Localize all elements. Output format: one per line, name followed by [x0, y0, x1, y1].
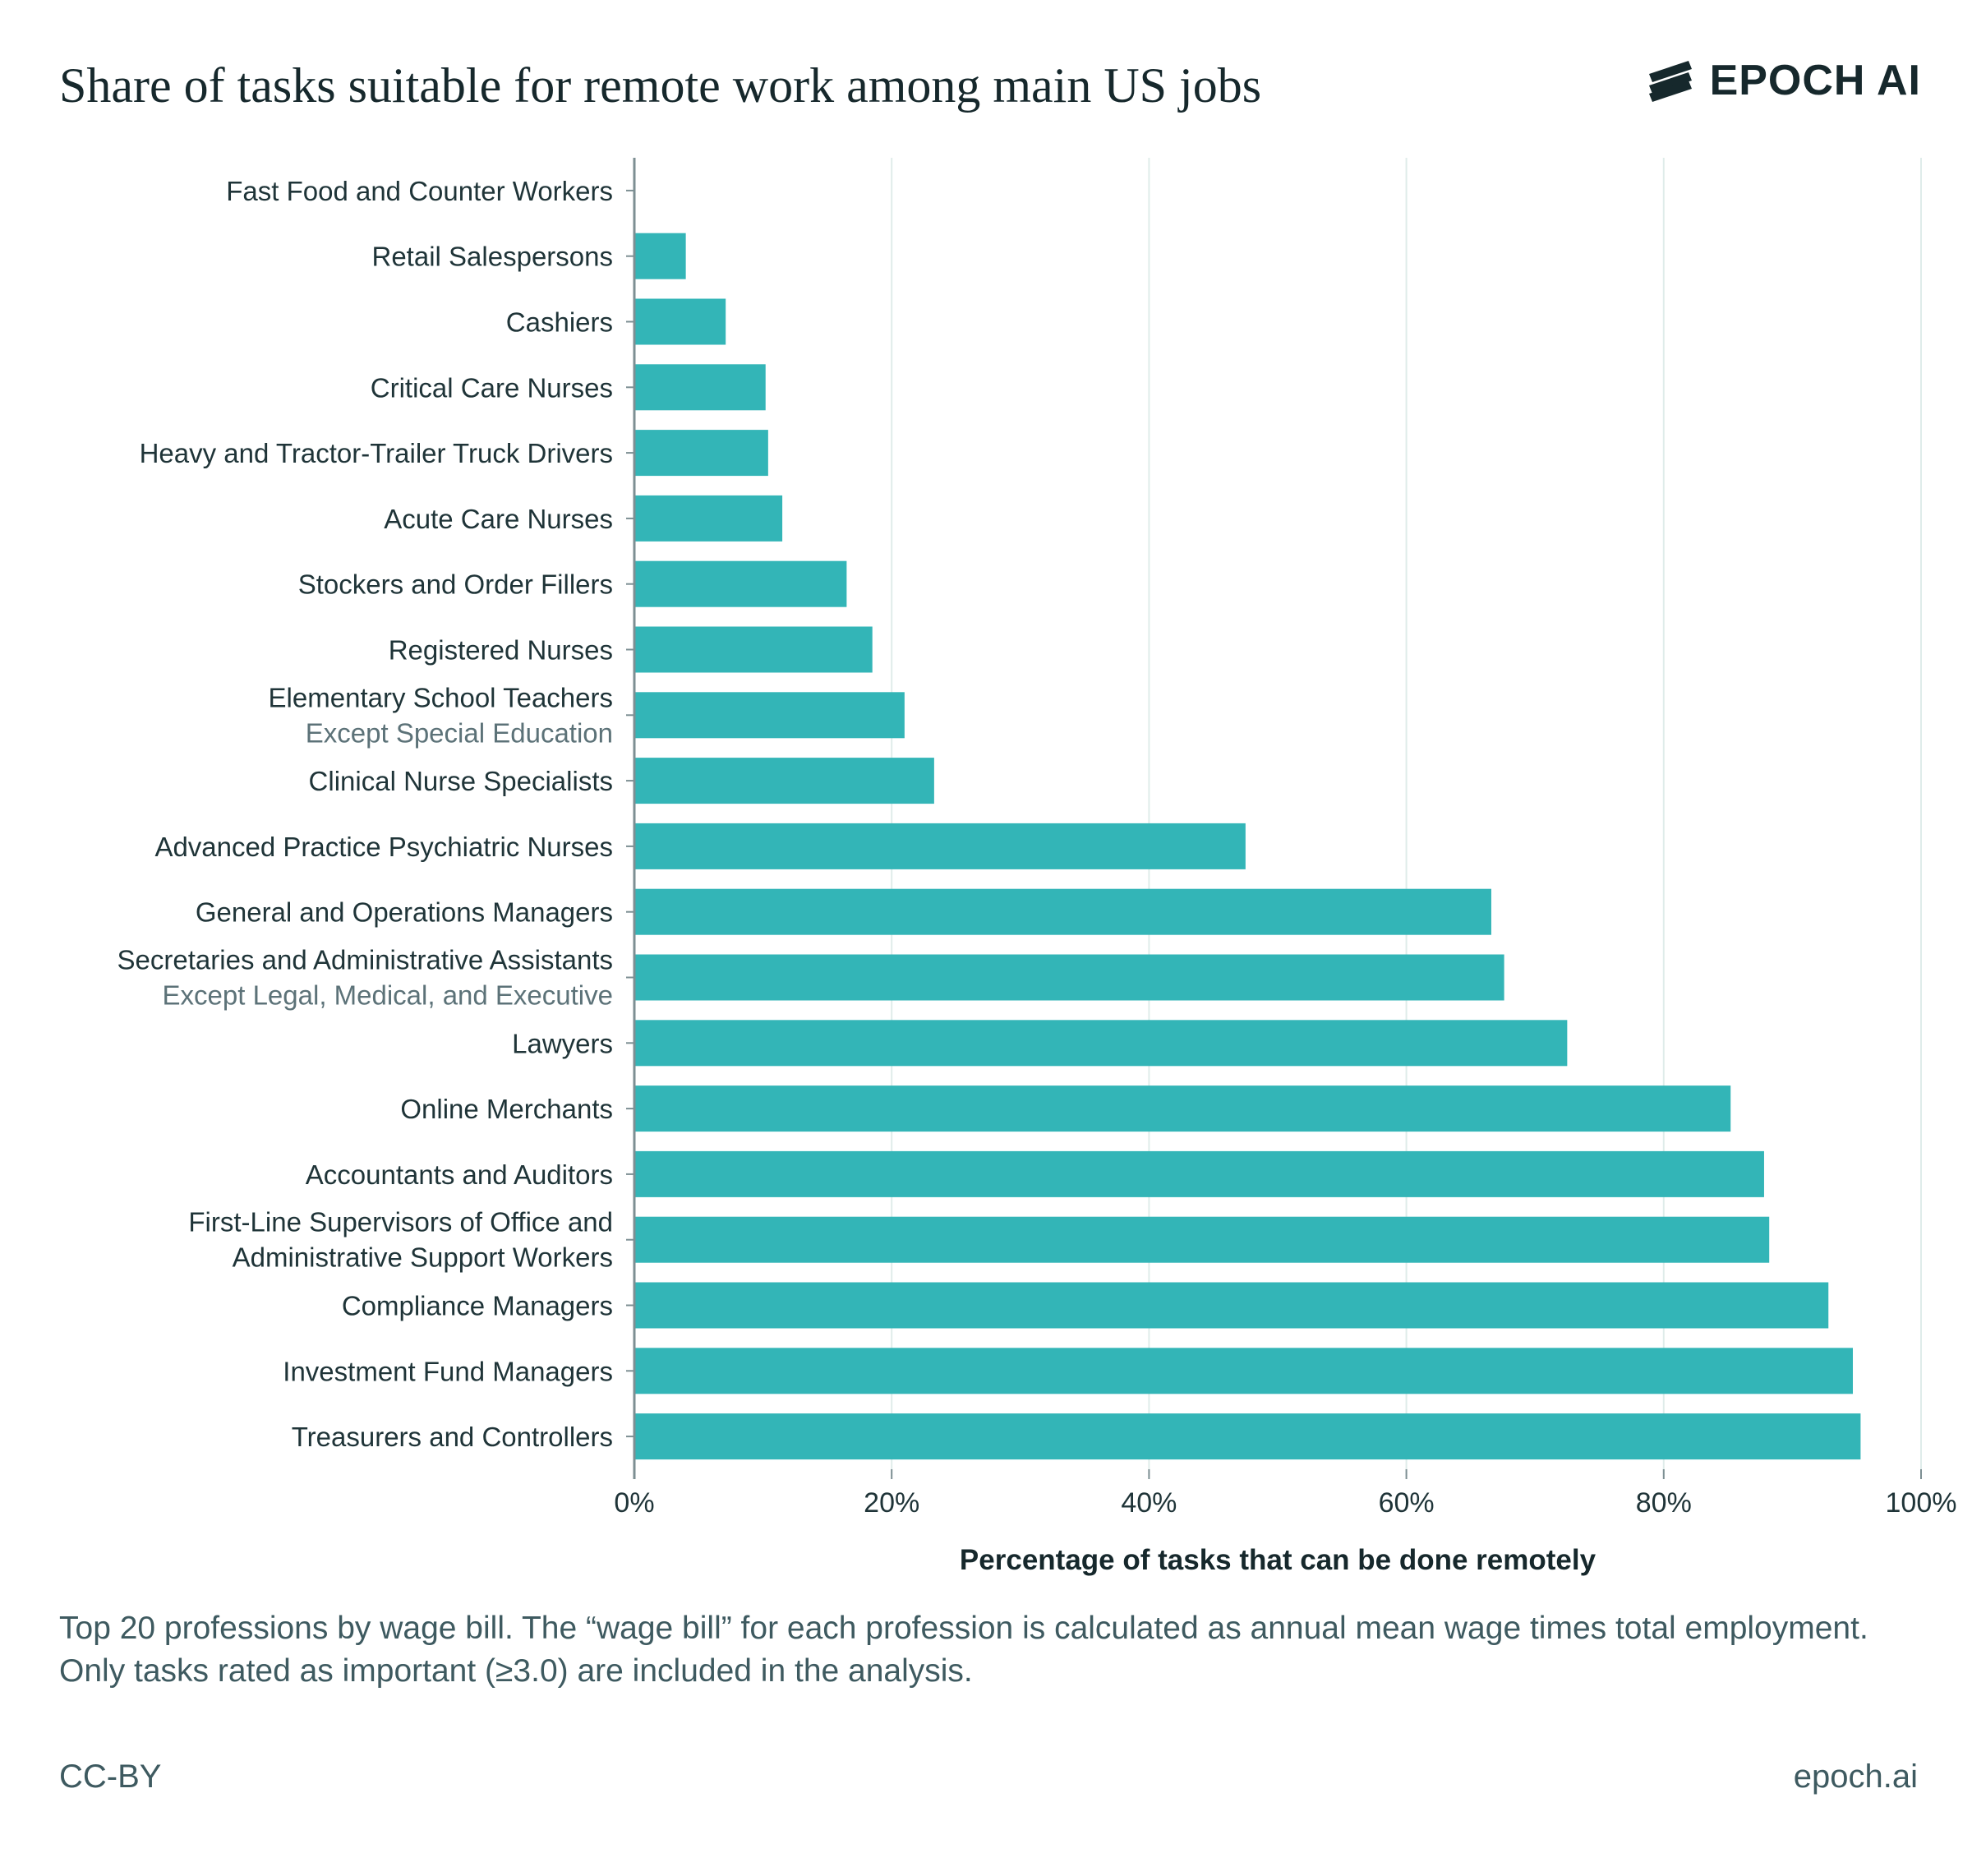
chart-title: Share of tasks suitable for remote work … — [59, 58, 1262, 113]
category-label: Registered Nurses — [389, 635, 613, 666]
x-tick-labels: 0% 20% 40% 60% 80% 100% — [614, 1487, 1956, 1519]
x-tick-label: 20% — [864, 1487, 919, 1519]
logo-text: EPOCH AI — [1709, 57, 1921, 104]
bar — [634, 692, 905, 739]
category-label: Compliance Managers — [342, 1291, 613, 1321]
category-label: Acute Care Nurses — [384, 504, 613, 534]
category-label: Investment Fund Managers — [283, 1356, 613, 1386]
category-label: Cashiers — [506, 307, 613, 338]
site-link[interactable]: epoch.ai — [1793, 1758, 1918, 1795]
category-label: Advanced Practice Psychiatric Nurses — [154, 832, 613, 862]
bars — [634, 233, 1861, 1460]
category-label: Retail Salespersons — [372, 242, 614, 272]
category-label: Clinical Nurse Specialists — [309, 766, 613, 796]
category-label: Stockers and Order Fillers — [298, 569, 613, 600]
bar — [634, 888, 1491, 935]
category-label: General and Operations Managers — [196, 897, 613, 928]
category-label: First-Line Supervisors of Office and — [188, 1207, 613, 1238]
epoch-ai-logo-icon — [1648, 61, 1692, 102]
category-sublabel: Administrative Support Workers — [233, 1242, 613, 1273]
bar — [634, 1085, 1731, 1132]
category-sublabel: Except Legal, Medical, and Executive — [163, 980, 613, 1011]
bar — [634, 626, 873, 673]
category-label: Critical Care Nurses — [371, 372, 613, 403]
category-label: Accountants and Auditors — [306, 1159, 613, 1190]
bar — [634, 560, 847, 607]
x-tick-label: 40% — [1121, 1487, 1177, 1519]
license-label: CC-BY — [59, 1758, 162, 1795]
epoch-ai-logo: EPOCH AI — [1646, 54, 1921, 107]
bar — [634, 1348, 1854, 1394]
bar — [634, 758, 934, 804]
bar — [634, 495, 783, 542]
category-label: Online Merchants — [400, 1094, 613, 1124]
gridlines — [634, 158, 1922, 1479]
bar — [634, 1150, 1764, 1197]
category-labels: Fast Food and Counter Workers Retail Sale… — [117, 176, 634, 1452]
bar — [634, 430, 768, 477]
bar — [634, 364, 766, 411]
category-label: Fast Food and Counter Workers — [226, 176, 613, 206]
category-sublabel: Except Special Education — [306, 717, 613, 748]
category-label: Secretaries and Administrative Assistant… — [117, 945, 613, 975]
chart-caption: Top 20 professions by wage bill. The “wa… — [59, 1611, 1868, 1689]
bar-chart: Fast Food and Counter Workers Retail Sale… — [117, 158, 1956, 1576]
category-label: Elementary School Teachers — [269, 682, 613, 712]
bar — [634, 298, 726, 345]
x-axis-title: Percentage of tasks that can be done rem… — [960, 1544, 1596, 1576]
x-tick-label: 80% — [1636, 1487, 1692, 1519]
bar — [634, 954, 1504, 1001]
category-label: Lawyers — [512, 1028, 613, 1058]
bar — [634, 1282, 1829, 1329]
bar — [634, 1413, 1861, 1460]
bar — [634, 1020, 1568, 1067]
x-tick-label: 0% — [614, 1487, 654, 1519]
category-label: Treasurers and Controllers — [292, 1422, 613, 1452]
bar — [634, 233, 686, 279]
x-tick-label: 60% — [1379, 1487, 1435, 1519]
bar — [634, 823, 1246, 869]
x-tick-label: 100% — [1886, 1487, 1957, 1519]
bar — [634, 1216, 1770, 1263]
category-label: Heavy and Tractor-Trailer Truck Drivers — [140, 438, 613, 468]
